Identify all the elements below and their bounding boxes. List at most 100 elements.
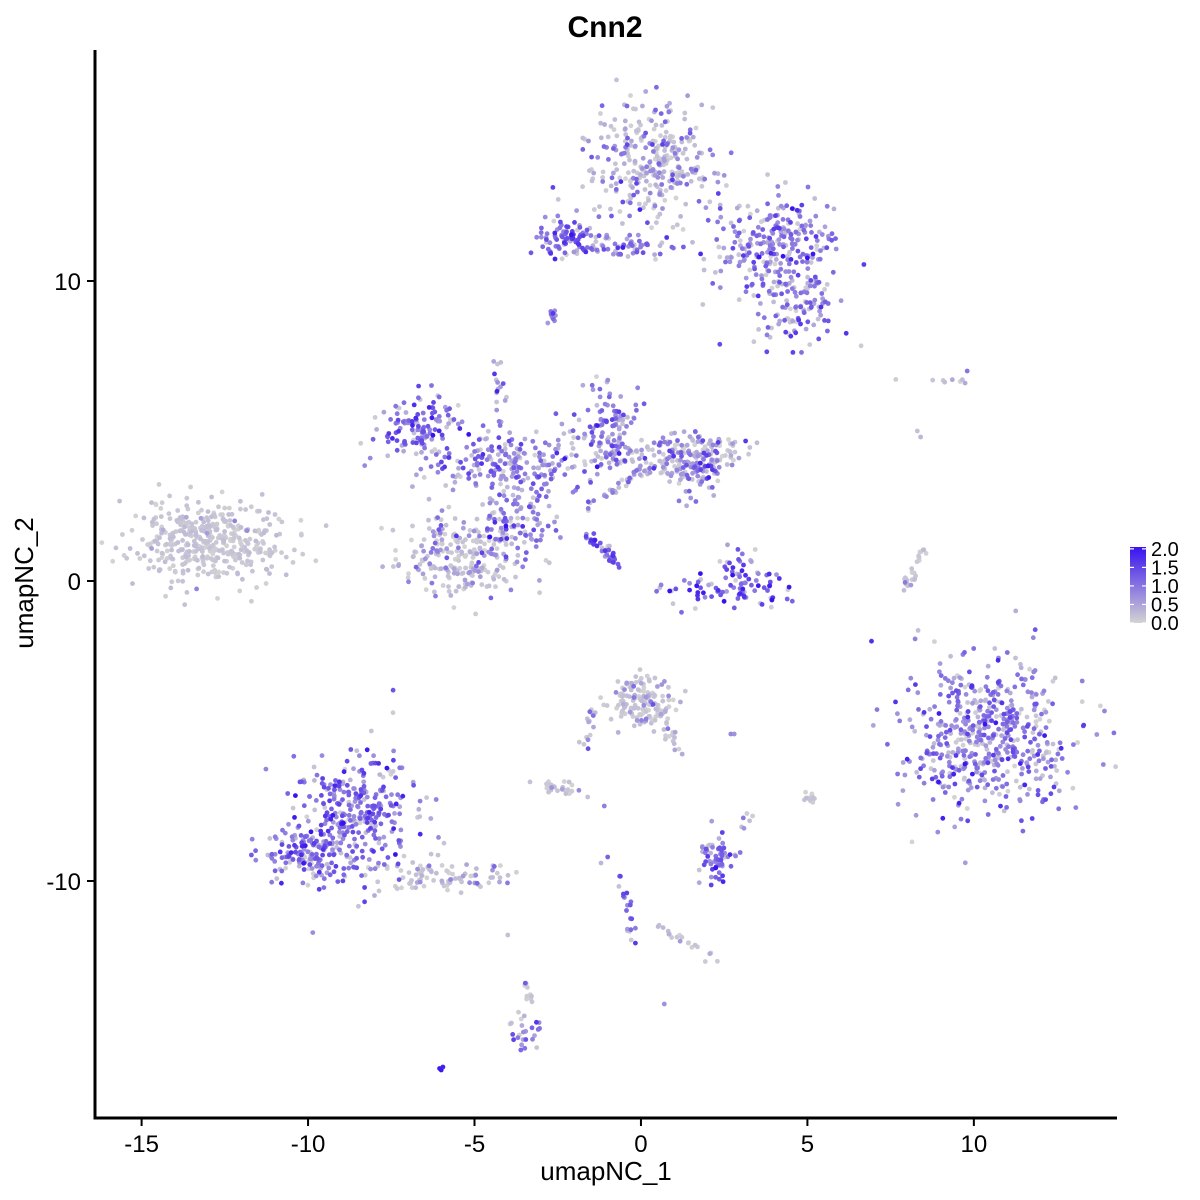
cell-point (966, 778, 972, 784)
cell-point (285, 791, 291, 796)
cell-point (736, 297, 742, 303)
cell-point (690, 134, 696, 140)
cell-point (897, 718, 903, 724)
cell-point (592, 537, 598, 543)
cell-point (415, 866, 420, 872)
cell-point (1045, 759, 1051, 765)
cell-point (721, 226, 726, 232)
cell-point (354, 865, 360, 871)
cell-point (504, 484, 510, 490)
cell-point (653, 706, 659, 712)
cell-point (426, 496, 432, 502)
cell-point (274, 876, 280, 881)
cell-point (279, 880, 284, 886)
cell-point (509, 541, 515, 547)
cell-point (773, 257, 779, 262)
cell-point (435, 852, 441, 858)
cell-point (528, 486, 534, 492)
cell-point (471, 528, 477, 534)
cell-point (226, 505, 232, 511)
cell-point (498, 384, 503, 390)
cell-point (647, 465, 653, 471)
cell-point (664, 720, 669, 725)
cell-point (511, 465, 517, 471)
cell-point (326, 865, 332, 871)
cell-point (927, 734, 933, 739)
cell-point (333, 863, 339, 869)
cell-point (861, 262, 867, 267)
cell-point (701, 256, 707, 262)
cell-point (640, 250, 646, 256)
cell-point (672, 747, 678, 753)
cell-point (224, 543, 230, 549)
cell-point (396, 563, 401, 569)
cell-point (804, 795, 809, 801)
cell-point (229, 548, 234, 554)
cell-point (622, 118, 628, 124)
cell-point (811, 301, 817, 307)
cell-point (149, 500, 154, 505)
cell-point (613, 690, 619, 695)
cell-point (657, 211, 663, 217)
cell-point (830, 269, 836, 275)
cell-point (986, 751, 992, 757)
cell-point (546, 442, 552, 448)
cell-point (721, 173, 727, 178)
cell-point (189, 521, 195, 527)
cell-point (724, 183, 729, 188)
cell-point (630, 250, 636, 256)
cell-point (485, 447, 491, 453)
cell-point (717, 341, 723, 347)
cell-point (575, 435, 581, 441)
cell-point (522, 980, 528, 986)
cell-point (301, 860, 306, 866)
cell-point (372, 415, 378, 420)
cell-point (515, 515, 520, 521)
cell-point (710, 105, 716, 110)
cell-point (1100, 762, 1106, 767)
cell-point (710, 467, 715, 473)
cell-point (661, 727, 667, 732)
cell-point (624, 424, 629, 429)
cell-point (829, 231, 835, 237)
cell-point (696, 176, 702, 182)
cell-point (724, 255, 730, 260)
cell-point (953, 739, 959, 745)
cell-point (368, 826, 373, 831)
cell-point (1025, 724, 1030, 729)
cell-point (991, 733, 996, 738)
cell-point (946, 693, 952, 699)
cell-point (993, 720, 999, 726)
cell-point (639, 447, 644, 453)
cell-point (510, 492, 516, 498)
cell-point (559, 256, 565, 262)
cell-point (479, 550, 485, 556)
cell-point (660, 925, 666, 930)
cell-point (253, 857, 259, 863)
cell-point (683, 489, 689, 494)
cell-point (185, 567, 191, 573)
cell-point (323, 523, 329, 529)
cell-point (1045, 699, 1051, 704)
cell-point (763, 263, 769, 269)
cell-point (522, 1045, 528, 1051)
cell-point (267, 836, 273, 841)
cell-point (429, 383, 434, 388)
cell-point (366, 809, 372, 815)
cell-point (771, 299, 776, 305)
cell-point (442, 531, 448, 537)
cell-point (598, 111, 603, 116)
cell-point (524, 460, 530, 465)
cell-point (222, 518, 228, 524)
cell-point (870, 723, 876, 728)
cell-point (566, 779, 572, 785)
colorbar-tick-label: 1.0 (1151, 576, 1179, 598)
cell-point (314, 851, 319, 857)
cell-point (216, 574, 222, 579)
cell-point (530, 509, 536, 515)
cell-point (353, 791, 359, 796)
cell-point (416, 383, 421, 389)
cell-point (793, 229, 799, 235)
cell-point (623, 132, 629, 137)
cell-point (753, 578, 759, 583)
